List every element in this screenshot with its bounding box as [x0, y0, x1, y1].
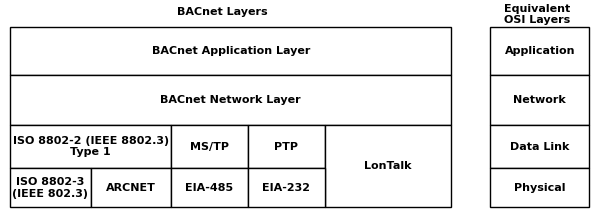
Text: Application: Application: [505, 46, 575, 56]
Bar: [10, 125, 171, 168]
Bar: [490, 125, 589, 168]
Bar: [490, 75, 589, 125]
Text: ISO 8802-3
(IEEE 802.3): ISO 8802-3 (IEEE 802.3): [13, 177, 88, 199]
Text: PTP: PTP: [274, 142, 298, 152]
Text: MS/TP: MS/TP: [190, 142, 229, 152]
Text: Physical: Physical: [514, 183, 565, 193]
Text: BACnet Application Layer: BACnet Application Layer: [152, 46, 310, 56]
Text: Equivalent
OSI Layers: Equivalent OSI Layers: [504, 4, 570, 25]
Text: Data Link: Data Link: [510, 142, 569, 152]
Bar: [248, 168, 325, 207]
Bar: [171, 168, 248, 207]
Bar: [10, 168, 91, 207]
Text: BACnet Network Layer: BACnet Network Layer: [160, 95, 301, 105]
Text: Network: Network: [514, 95, 566, 105]
Text: EIA-485: EIA-485: [185, 183, 233, 193]
Bar: [171, 125, 248, 168]
Bar: [490, 168, 589, 207]
Text: LonTalk: LonTalk: [364, 161, 412, 171]
Text: BACnet Layers: BACnet Layers: [176, 7, 268, 17]
Text: ARCNET: ARCNET: [106, 183, 156, 193]
Text: ISO 8802-2 (IEEE 8802.3)
Type 1: ISO 8802-2 (IEEE 8802.3) Type 1: [13, 136, 169, 157]
Bar: [91, 168, 171, 207]
Bar: [490, 27, 589, 75]
Bar: [325, 125, 451, 207]
Bar: [248, 125, 325, 168]
Bar: [10, 27, 451, 75]
Text: EIA-232: EIA-232: [262, 183, 310, 193]
Bar: [10, 75, 451, 125]
